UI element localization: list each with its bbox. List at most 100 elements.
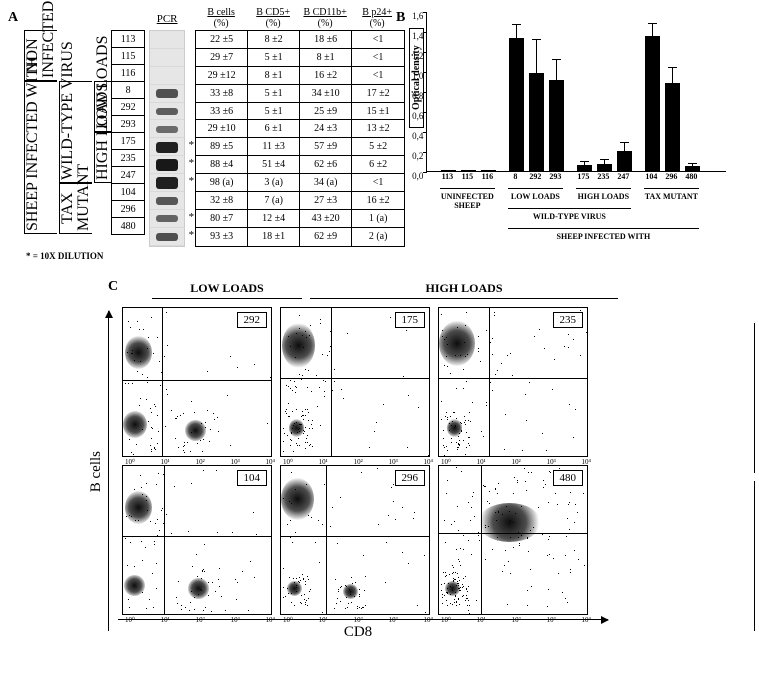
table-row: 32 ±87 (a)27 ±316 ±2 [196, 192, 404, 210]
table-row: 29 ±75 ±18 ±1<1 [196, 49, 404, 67]
table-cell: 11 ±3 [248, 138, 300, 156]
bar-chart: 0,00,20,40,60,81,01,21,41,6 [426, 12, 726, 172]
facs-axis-ticks: 10⁰10¹10²10³10⁴ [125, 616, 275, 624]
chart-bar [509, 38, 524, 171]
dilution-asterisk: * [189, 212, 195, 223]
panel-a-data-table: B cells(%)B CD5+(%)B CD11b+(%)B p24+(%) … [195, 8, 405, 247]
panel-c-label: C [108, 279, 118, 295]
sheep-id: 116 [111, 64, 145, 82]
table-cell: 29 ±10 [196, 120, 248, 138]
chart-x-tick: 8 [513, 172, 517, 181]
table-cell: 6 ±1 [248, 120, 300, 138]
table-row: 88 ±451 ±462 ±66 ±2 [196, 156, 404, 174]
facs-id: 480 [553, 470, 584, 486]
table-cell: 7 (a) [248, 192, 300, 210]
table-cell: 57 ±9 [300, 138, 352, 156]
sheep-id: 175 [111, 132, 145, 150]
chart-bar [645, 36, 660, 171]
table-cell: 16 ±2 [300, 67, 352, 85]
table-cell: 34 (a) [300, 174, 352, 192]
chart-bar [529, 73, 544, 171]
table-col-header: B cells(%) [195, 8, 247, 30]
chart-x-tick: 104 [645, 172, 657, 181]
table-row: 33 ±65 ±125 ±915 ±1 [196, 103, 404, 121]
table-cell: 8 ±1 [300, 49, 352, 67]
chart-group-label: SHEEP INFECTED WITH [557, 232, 651, 241]
pcr-header: PCR [149, 8, 185, 30]
row-group-label: HIGH LOADS [94, 132, 111, 183]
chart-group-label: LOW LOADS [511, 192, 560, 201]
gel-lane [150, 31, 184, 49]
panel-c: C B cells LOW LOADSHIGH LOADS 29210⁰10¹1… [8, 281, 751, 641]
gel-lane: * [150, 228, 184, 246]
chart-group-labels: UNINFECTED SHEEPLOW LOADSHIGH LOADSTAX M… [426, 192, 726, 206]
sheep-id: 104 [111, 183, 145, 201]
row-group-label: TAX MUTANT [59, 183, 92, 234]
panel-c-grid: 29210⁰10¹10²10³10⁴17510⁰10¹10²10³10⁴2351… [118, 303, 751, 619]
chart-x-tick: 480 [685, 172, 697, 181]
panel-c-row: 10410⁰10¹10²10³10⁴29610⁰10¹10²10³10⁴4801… [118, 461, 751, 619]
table-cell: 34 ±10 [300, 85, 352, 103]
panel-a-label: A [8, 10, 18, 26]
panel-c-col-group: HIGH LOADS [306, 281, 622, 299]
figure: A NON INFECTEDSHEEP INFECTED WITH WILD-T… [8, 8, 751, 641]
table-row: 29 ±106 ±124 ±313 ±2 [196, 120, 404, 138]
pcr-gel: ***** [149, 30, 185, 247]
sheep-id: 113 [111, 30, 145, 48]
dilution-asterisk: * [189, 230, 195, 241]
table-cell: 93 ±3 [196, 228, 248, 246]
chart-x-tick: 292 [529, 172, 541, 181]
facs-id: 235 [553, 312, 584, 328]
panel-c-y-label: B cells [88, 451, 105, 492]
chart-bar [665, 83, 680, 171]
chart-group-label: WILD-TYPE VIRUS [533, 212, 606, 221]
sheep-id: 480 [111, 217, 145, 235]
chart-bar [685, 166, 700, 171]
table-cell: 33 ±6 [196, 103, 248, 121]
table-cell: 88 ±4 [196, 156, 248, 174]
table-cell: 22 ±5 [196, 31, 248, 49]
table-row: 93 ±318 ±162 ±92 (a) [196, 228, 404, 246]
chart-super2-label: SHEEP INFECTED WITH [426, 232, 726, 246]
chart-bar [597, 164, 612, 171]
gel-lane: * [150, 138, 184, 156]
dilution-asterisk: * [189, 158, 195, 169]
facs-plot: 10410⁰10¹10²10³10⁴ [122, 465, 272, 615]
gel-lane [150, 103, 184, 121]
table-row: 89 ±511 ±357 ±95 ±2 [196, 138, 404, 156]
facs-id: 296 [395, 470, 426, 486]
gel-lane [150, 49, 184, 67]
y-tick-label: 1,2 [397, 51, 423, 61]
gel-lane [150, 85, 184, 103]
table-cell: 51 ±4 [248, 156, 300, 174]
table-cell: 27 ±3 [300, 192, 352, 210]
y-tick-label: 1,4 [397, 31, 423, 41]
panel-c-x-label: CD8 [118, 624, 598, 641]
row-group-label [94, 183, 111, 234]
facs-population [281, 478, 314, 520]
chart-bar [441, 170, 456, 171]
table-cell: 5 ±1 [248, 103, 300, 121]
table-cell: 62 ±6 [300, 156, 352, 174]
table-cell: 98 (a) [196, 174, 248, 192]
table-cell: 33 ±8 [196, 85, 248, 103]
table-row: 22 ±58 ±218 ±6<1 [196, 31, 404, 49]
y-tick-label: 0,0 [397, 171, 423, 181]
table-cell: 8 ±1 [248, 67, 300, 85]
table-cell: 12 ±4 [248, 210, 300, 228]
panel-c-row: 29210⁰10¹10²10³10⁴17510⁰10¹10²10³10⁴2351… [118, 303, 751, 461]
gel-lane [150, 120, 184, 138]
chart-bar [481, 170, 496, 171]
chart-bar [549, 80, 564, 171]
sheep-id: 115 [111, 47, 145, 65]
chart-x-tick: 247 [617, 172, 629, 181]
chart-x-tick: 293 [549, 172, 561, 181]
table-row: 33 ±85 ±134 ±1017 ±2 [196, 85, 404, 103]
panel-a-footnote: * = 10X DILUTION [26, 251, 751, 261]
table-cell: 43 ±20 [300, 210, 352, 228]
facs-plot: 29210⁰10¹10²10³10⁴ [122, 307, 272, 457]
table-cell: 18 ±1 [248, 228, 300, 246]
table-cell: 8 ±2 [248, 31, 300, 49]
table-cell: 89 ±5 [196, 138, 248, 156]
facs-id: 175 [395, 312, 426, 328]
